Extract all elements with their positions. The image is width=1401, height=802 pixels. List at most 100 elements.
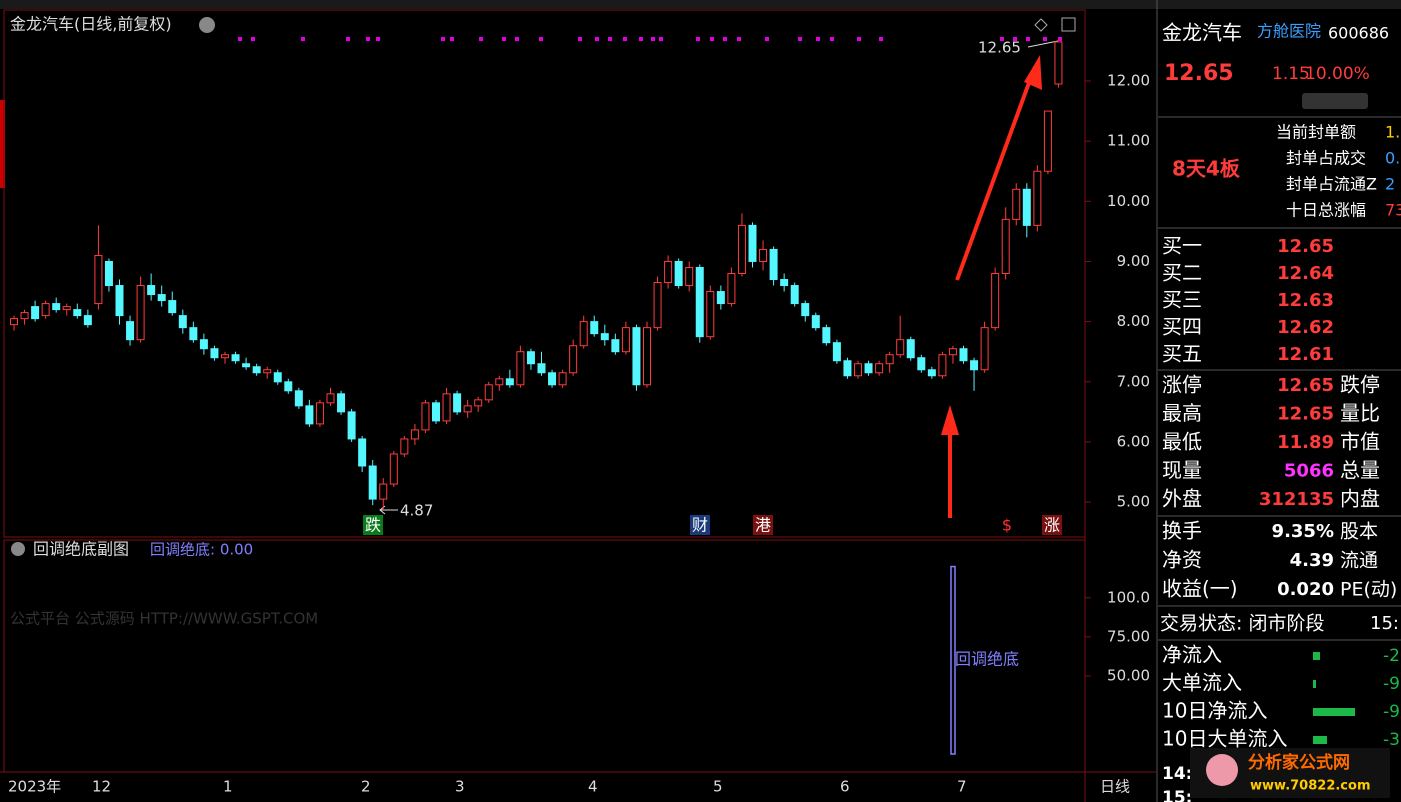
stat-label: 量比 xyxy=(1340,401,1380,425)
candle-body xyxy=(643,327,651,386)
seal-label: 封单占流通Z xyxy=(1286,175,1377,194)
candle-body xyxy=(621,327,630,353)
time-label: 12 xyxy=(92,778,111,796)
candle-body xyxy=(1022,188,1031,226)
bid-label: 买三 xyxy=(1162,288,1202,312)
candle-body xyxy=(221,354,229,359)
y-tick-label: 9.00 xyxy=(1117,252,1150,270)
fin-value: 9.35% xyxy=(1272,521,1334,542)
signal-dot xyxy=(765,37,769,41)
signal-dot xyxy=(1000,37,1004,41)
candle-body xyxy=(759,248,768,262)
marker: 港 xyxy=(755,516,771,535)
marker-bg xyxy=(1042,515,1062,535)
candle-body xyxy=(664,260,673,284)
signal-dot xyxy=(737,37,741,41)
stat-label: 最低 xyxy=(1162,430,1202,454)
flow-bar xyxy=(1313,708,1355,716)
candle-body xyxy=(62,306,71,311)
time: 14: xyxy=(1162,764,1192,784)
candle-body xyxy=(780,279,789,287)
side-panel: 金龙汽车 方舱医院 600686 12.65 1.15 10.00% 8天4板 … xyxy=(1158,21,1401,802)
candle-body xyxy=(305,405,314,425)
signal-dot xyxy=(539,37,543,41)
candle-body xyxy=(748,224,757,262)
stat-label: 市值 xyxy=(1340,430,1380,454)
seal-value: 73 xyxy=(1385,201,1401,220)
candle-body xyxy=(115,285,124,317)
y-tick-label: 75.00 xyxy=(1107,627,1150,645)
stat-label: 总量 xyxy=(1340,458,1380,482)
candle-body xyxy=(410,429,419,440)
candle-body xyxy=(1043,110,1052,172)
logo: 分析家公式网 xyxy=(1248,752,1350,773)
candle-body xyxy=(600,333,609,341)
signal-dot xyxy=(251,37,255,41)
time-label: 7 xyxy=(957,778,967,796)
icon[interactable] xyxy=(1034,18,1048,32)
y-tick-label: 12.00 xyxy=(1107,71,1150,89)
candle-body xyxy=(20,312,29,320)
candle-body xyxy=(358,438,367,467)
flow-label: 10日净流入 xyxy=(1162,699,1267,723)
bid-label: 买五 xyxy=(1162,342,1202,366)
high-label: 12.65 xyxy=(978,39,1021,57)
signal-dot xyxy=(798,37,802,41)
y-tick-label: 8.00 xyxy=(1117,312,1150,330)
period[interactable]: 日线 xyxy=(1100,778,1130,796)
left-tab xyxy=(0,100,5,188)
bid-price: 12.61 xyxy=(1277,344,1334,365)
y-tick-label: 50.00 xyxy=(1107,666,1150,684)
code: 600686 xyxy=(1328,24,1389,43)
flow-bar xyxy=(1313,680,1316,688)
collapse[interactable] xyxy=(11,542,25,556)
boards: 8天4板 xyxy=(1172,157,1241,181)
fin-label: 收益(一) xyxy=(1162,577,1238,601)
low-label: 4.87 xyxy=(400,502,433,520)
top-strip xyxy=(0,0,1401,9)
candle-body xyxy=(653,282,662,329)
change-pct: 10.00% xyxy=(1305,64,1370,84)
signal-dot xyxy=(830,37,834,41)
bid-price: 12.64 xyxy=(1277,263,1334,284)
candle-body xyxy=(579,321,588,347)
candle-body xyxy=(685,266,694,287)
fin-value: 4.39 xyxy=(1290,550,1334,571)
candle-body xyxy=(31,306,40,320)
candle-body xyxy=(516,351,525,386)
candle-body xyxy=(548,372,557,386)
y-tick-label: 7.00 xyxy=(1117,372,1150,390)
candle-body xyxy=(959,348,968,362)
candle-body xyxy=(590,321,599,335)
high-arrow xyxy=(1027,40,1059,48)
dropdown[interactable] xyxy=(199,17,215,33)
signal-dot xyxy=(441,37,445,41)
fin-label: 股本 xyxy=(1340,521,1378,543)
stat-label: 最高 xyxy=(1162,401,1202,425)
candle-body xyxy=(178,315,187,329)
signal-dot xyxy=(710,37,714,41)
candle-body xyxy=(864,363,873,374)
candle-body xyxy=(347,411,356,440)
bid-price: 12.62 xyxy=(1277,317,1334,338)
tab[interactable] xyxy=(1302,93,1368,109)
signal-dot xyxy=(515,37,519,41)
candle-body xyxy=(854,363,862,377)
candle-body xyxy=(832,342,841,362)
flow-value: -9 xyxy=(1383,702,1400,722)
signal-dot xyxy=(723,37,727,41)
signal-dot xyxy=(857,37,861,41)
candle-body xyxy=(1054,41,1063,85)
candle-body xyxy=(1001,218,1010,275)
signal-dot xyxy=(1058,37,1062,41)
candle-body xyxy=(442,393,451,422)
icon[interactable] xyxy=(1061,17,1076,32)
time-label: 1 xyxy=(223,778,233,796)
time-label: 2 xyxy=(361,778,371,796)
marker: 财 xyxy=(692,516,708,535)
concept: 方舱医院 xyxy=(1257,22,1321,41)
signal-dot xyxy=(376,37,380,41)
time-axis: 2023年 12 1 2 3 4 5 6 7 日线 xyxy=(8,778,1130,796)
